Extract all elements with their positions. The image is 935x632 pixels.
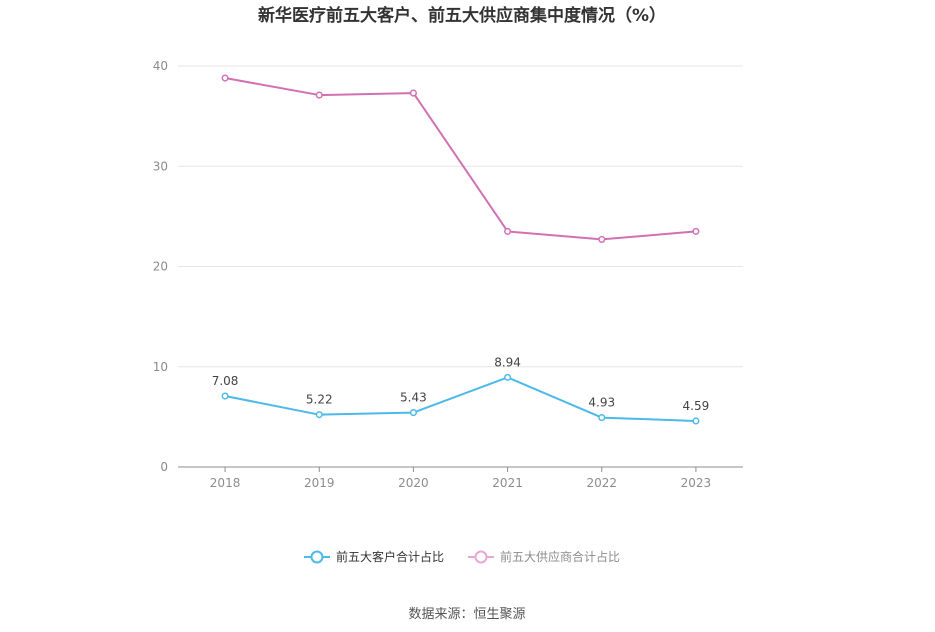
legend-item[interactable]: 前五大客户合计占比 bbox=[304, 549, 444, 564]
chart-title: 新华医疗前五大客户、前五大供应商集中度情况（%） bbox=[258, 5, 666, 26]
data-point[interactable] bbox=[315, 411, 323, 419]
y-tick-label: 40 bbox=[153, 59, 168, 73]
x-tick-label: 2022 bbox=[586, 476, 617, 490]
x-tick-label: 2018 bbox=[210, 476, 241, 490]
legend-label: 前五大客户合计占比 bbox=[336, 549, 444, 564]
y-tick-label: 10 bbox=[153, 360, 168, 374]
data-point[interactable] bbox=[598, 235, 606, 243]
data-point[interactable] bbox=[692, 227, 700, 235]
data-label: 5.43 bbox=[400, 391, 427, 405]
data-label: 7.08 bbox=[212, 374, 239, 388]
data-point[interactable] bbox=[315, 91, 323, 99]
data-label: 4.93 bbox=[588, 396, 615, 410]
x-tick-label: 2020 bbox=[398, 476, 429, 490]
data-point[interactable] bbox=[221, 392, 229, 400]
data-point[interactable] bbox=[598, 414, 606, 422]
legend-marker-icon bbox=[310, 550, 324, 564]
data-point[interactable] bbox=[692, 417, 700, 425]
data-point[interactable] bbox=[221, 74, 229, 82]
y-tick-label: 30 bbox=[153, 159, 168, 173]
source-note: 数据来源：恒生聚源 bbox=[408, 607, 525, 622]
grid bbox=[178, 65, 743, 368]
data-point[interactable] bbox=[504, 227, 512, 235]
data-label: 5.22 bbox=[306, 393, 333, 407]
x-tick-label: 2023 bbox=[681, 476, 712, 490]
series-line bbox=[224, 376, 697, 422]
data-label: 4.59 bbox=[683, 399, 710, 413]
series-line bbox=[224, 77, 697, 241]
x-tick-label: 2019 bbox=[304, 476, 335, 490]
axes: 0 10 20 30 40 2018 2019 2020 2021 2022 2023 bbox=[153, 59, 743, 490]
x-tick-label: 2021 bbox=[492, 476, 523, 490]
data-point[interactable] bbox=[409, 409, 417, 417]
legend-marker-icon bbox=[474, 550, 488, 564]
y-tick-label: 0 bbox=[160, 460, 168, 474]
legend-item[interactable]: 前五大供应商合计占比 bbox=[468, 549, 620, 564]
y-tick-label: 20 bbox=[153, 260, 168, 274]
data-point[interactable] bbox=[504, 373, 512, 381]
data-point[interactable] bbox=[409, 89, 417, 97]
data-label: 8.94 bbox=[494, 355, 521, 369]
legend-label: 前五大供应商合计占比 bbox=[500, 549, 620, 564]
series-layer: 7.08 5.22 5.43 8.94 4.93 4.59 bbox=[212, 74, 710, 425]
legend[interactable]: 前五大客户合计占比 前五大供应商合计占比 bbox=[304, 549, 620, 564]
